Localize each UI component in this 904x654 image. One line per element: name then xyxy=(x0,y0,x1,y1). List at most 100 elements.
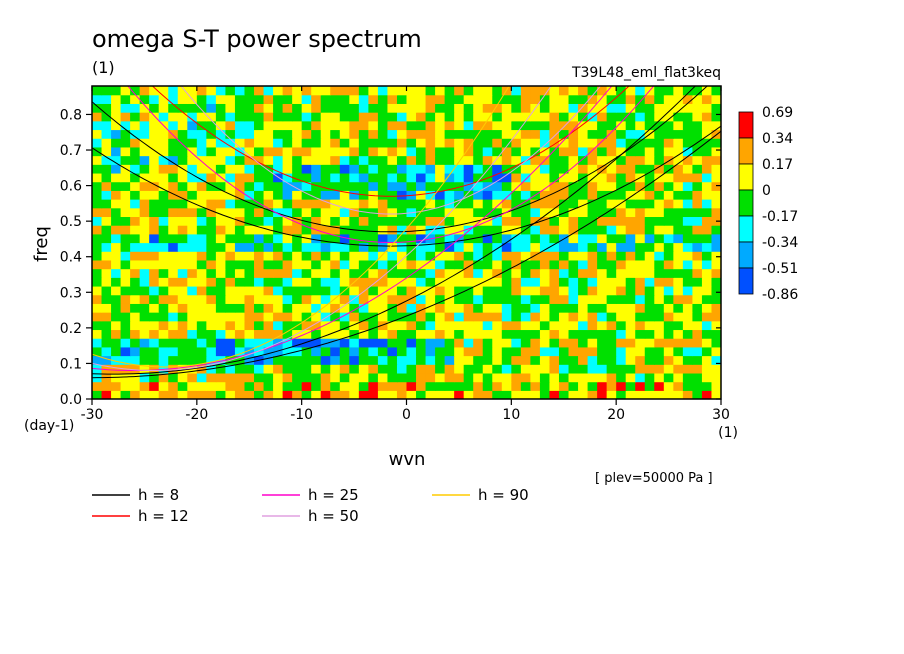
heatmap-cell xyxy=(368,190,379,200)
heatmap-cell xyxy=(206,233,217,244)
heatmap-cell xyxy=(92,312,103,322)
heatmap-cell xyxy=(616,381,627,391)
heatmap-cell xyxy=(339,129,350,139)
heatmap-cell xyxy=(663,390,674,399)
heatmap-cell xyxy=(606,172,617,183)
heatmap-cell xyxy=(473,355,484,365)
heatmap-cell xyxy=(558,320,570,331)
heatmap-cell xyxy=(111,294,122,304)
heatmap-cell xyxy=(606,181,617,191)
heatmap-cell xyxy=(215,364,227,374)
heatmap-cell xyxy=(578,155,589,165)
heatmap-cell xyxy=(330,94,341,104)
heatmap-cell xyxy=(292,129,303,139)
heatmap-cell xyxy=(520,181,531,191)
heatmap-cell xyxy=(682,285,694,296)
heatmap-cell xyxy=(711,390,721,399)
heatmap-cell xyxy=(673,181,684,191)
heatmap-cell xyxy=(568,329,579,339)
heatmap-cell xyxy=(520,129,531,139)
heatmap-cell xyxy=(558,259,570,270)
heatmap-cell xyxy=(416,138,427,148)
heatmap-cell xyxy=(463,259,474,270)
heatmap-cell xyxy=(92,294,103,304)
heatmap-cell xyxy=(196,303,207,313)
heatmap-cell xyxy=(416,225,427,235)
legend-label: h = 50 xyxy=(308,507,359,525)
heatmap-cell xyxy=(530,164,541,174)
heatmap-cell xyxy=(539,251,551,261)
heatmap-cell xyxy=(558,112,570,122)
heatmap-cell xyxy=(549,303,560,313)
heatmap-cell xyxy=(215,285,227,296)
heatmap-cell xyxy=(101,129,112,139)
heatmap-cell xyxy=(273,155,284,165)
heatmap-cell xyxy=(206,355,217,365)
heatmap-cell xyxy=(339,112,350,122)
heatmap-cell xyxy=(101,355,112,365)
heatmap-cell xyxy=(234,146,246,157)
heatmap-cell xyxy=(206,112,217,122)
heatmap-cell xyxy=(339,86,350,96)
heatmap-cell xyxy=(368,364,379,374)
heatmap-cell xyxy=(282,355,293,365)
heatmap-cell xyxy=(549,94,560,104)
heatmap-cell xyxy=(711,155,721,165)
heatmap-cell xyxy=(673,381,684,391)
heatmap-cell xyxy=(130,190,141,200)
heatmap-cell xyxy=(101,207,112,218)
heatmap-cell xyxy=(539,181,551,191)
heatmap-cell xyxy=(654,268,665,278)
heatmap-cell xyxy=(377,381,389,391)
heatmap-cell xyxy=(463,312,474,322)
heatmap-cell xyxy=(292,225,303,235)
heatmap-cell xyxy=(368,129,379,139)
heatmap-cell xyxy=(387,94,398,104)
heatmap-cell xyxy=(635,120,646,131)
heatmap-cell xyxy=(530,320,541,331)
units-label: (1) xyxy=(92,58,115,77)
heatmap-cell xyxy=(177,155,188,165)
heatmap-cell xyxy=(520,216,531,226)
heatmap-cell xyxy=(435,112,446,122)
heatmap-cell xyxy=(587,172,598,183)
heatmap-cell xyxy=(635,155,646,165)
heatmap-cell xyxy=(520,190,531,200)
heatmap-cell xyxy=(625,164,636,174)
heatmap-cell xyxy=(406,129,417,139)
heatmap-cell xyxy=(387,251,398,261)
heatmap-cell xyxy=(177,372,188,383)
heatmap-cell xyxy=(282,94,293,104)
heatmap-cell xyxy=(530,329,541,339)
heatmap-cell xyxy=(473,312,484,322)
heatmap-cell xyxy=(711,103,721,113)
heatmap-cell xyxy=(92,338,103,348)
heatmap-cell xyxy=(244,181,255,191)
heatmap-cell xyxy=(396,381,408,391)
heatmap-cell xyxy=(206,242,217,252)
heatmap-cell xyxy=(206,381,217,391)
heatmap-cell xyxy=(149,346,160,357)
heatmap-cell xyxy=(196,164,207,174)
heatmap-cell xyxy=(244,242,255,252)
heatmap-cell xyxy=(597,268,608,278)
heatmap-cell xyxy=(168,207,179,218)
heatmap-cell xyxy=(263,259,274,270)
heatmap-cell xyxy=(587,242,598,252)
heatmap-cell xyxy=(578,390,589,399)
heatmap-cell xyxy=(539,329,551,339)
heatmap-cell xyxy=(530,303,541,313)
heatmap-cell xyxy=(320,329,331,339)
heatmap-cell xyxy=(482,259,493,270)
heatmap-cell xyxy=(568,164,579,174)
heatmap-cell xyxy=(196,329,207,339)
heatmap-cell xyxy=(377,112,389,122)
heatmap-cell xyxy=(463,86,474,96)
heatmap-cell xyxy=(234,329,246,339)
heatmap-cell xyxy=(463,216,474,226)
heatmap-cell xyxy=(654,181,665,191)
heatmap-cell xyxy=(215,138,227,148)
heatmap-cell xyxy=(234,138,246,148)
heatmap-cell xyxy=(406,268,417,278)
heatmap-cell xyxy=(396,225,408,235)
